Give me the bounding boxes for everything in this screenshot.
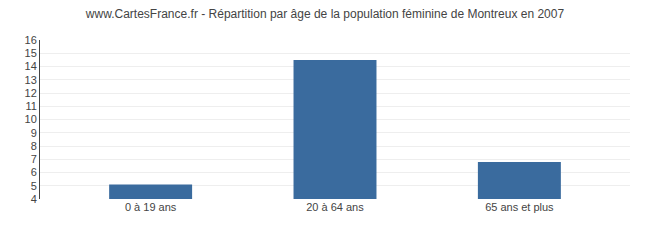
svg-text:16: 16 xyxy=(25,34,37,46)
svg-text:65 ans et plus: 65 ans et plus xyxy=(485,201,554,213)
svg-text:0 à 19 ans: 0 à 19 ans xyxy=(125,201,177,213)
svg-text:14: 14 xyxy=(25,60,37,72)
svg-text:13: 13 xyxy=(25,74,37,86)
svg-text:15: 15 xyxy=(25,47,37,59)
svg-text:11: 11 xyxy=(25,100,36,112)
svg-text:20 à 64 ans: 20 à 64 ans xyxy=(306,201,364,213)
svg-text:6: 6 xyxy=(31,166,37,178)
svg-text:4: 4 xyxy=(31,193,37,205)
svg-text:9: 9 xyxy=(31,127,37,139)
svg-text:12: 12 xyxy=(25,87,37,99)
svg-text:7: 7 xyxy=(31,153,37,165)
svg-text:8: 8 xyxy=(31,140,37,152)
svg-text:5: 5 xyxy=(31,180,37,192)
svg-text:www.CartesFrance.fr - Répartit: www.CartesFrance.fr - Répartition par âg… xyxy=(85,7,565,21)
svg-text:10: 10 xyxy=(25,113,37,125)
